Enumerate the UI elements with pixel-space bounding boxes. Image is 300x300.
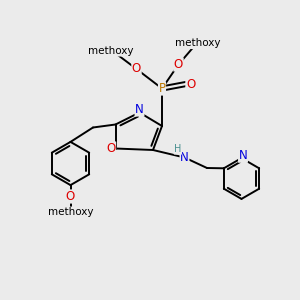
Text: methoxy: methoxy xyxy=(175,38,221,49)
Text: methoxy: methoxy xyxy=(88,46,134,56)
Text: methoxy: methoxy xyxy=(48,207,93,217)
Text: N: N xyxy=(135,103,144,116)
Text: O: O xyxy=(174,58,183,71)
Text: O: O xyxy=(66,190,75,203)
Text: O: O xyxy=(106,142,116,155)
Text: O: O xyxy=(132,62,141,76)
Text: P: P xyxy=(158,82,166,95)
Text: N: N xyxy=(238,149,247,162)
Text: N: N xyxy=(180,151,189,164)
Text: H: H xyxy=(174,144,182,154)
Text: O: O xyxy=(186,77,195,91)
